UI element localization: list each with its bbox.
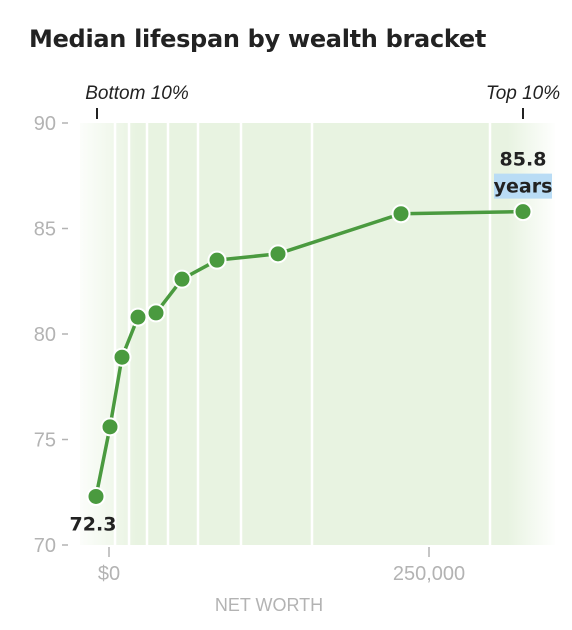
plot-background-band xyxy=(80,123,555,545)
x-tick-label: $0 xyxy=(98,563,120,585)
years-highlight xyxy=(494,173,552,199)
data-point xyxy=(172,269,192,289)
value-label-first: 72.3 xyxy=(70,513,117,535)
x-axis-title: NET WORTH xyxy=(215,595,323,615)
data-point xyxy=(86,486,106,506)
data-point xyxy=(100,417,120,437)
data-point xyxy=(207,250,227,270)
top-10-label: Top 10% xyxy=(486,83,560,104)
data-point xyxy=(391,204,411,224)
x-tick-label: 250,000 xyxy=(393,563,465,585)
data-point xyxy=(268,244,288,264)
y-tick-label: 70 xyxy=(34,535,56,557)
value-label-last: 85.8 xyxy=(500,149,547,171)
bottom-10-label: Bottom 10% xyxy=(85,83,189,104)
y-tick-label: 90 xyxy=(34,113,56,135)
chart-title: Median lifespan by wealth bracket xyxy=(29,25,487,53)
data-point xyxy=(146,303,166,323)
data-point xyxy=(128,307,148,327)
data-point xyxy=(112,347,132,367)
y-tick-label: 80 xyxy=(34,324,56,346)
value-unit-label: years xyxy=(494,176,553,198)
lifespan-series-line xyxy=(94,209,525,499)
y-tick-label: 75 xyxy=(34,430,56,452)
y-tick-label: 85 xyxy=(34,219,56,241)
data-point xyxy=(513,202,533,222)
